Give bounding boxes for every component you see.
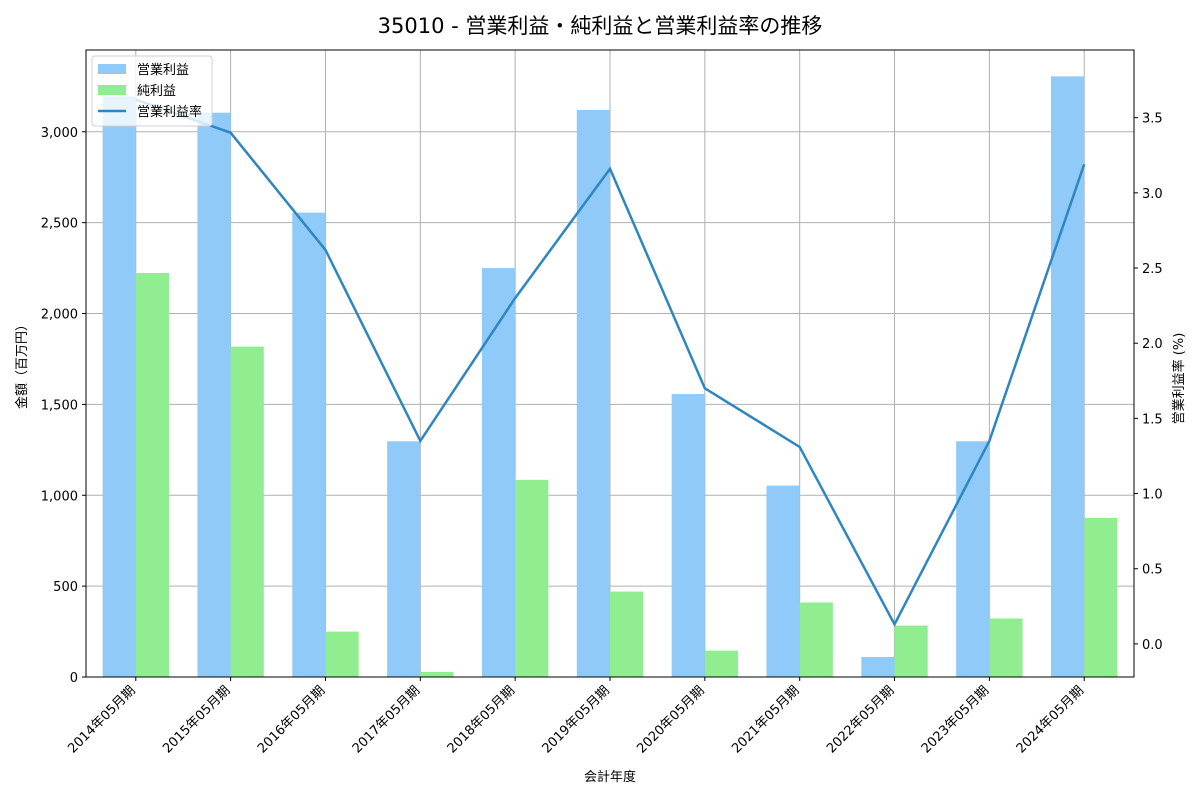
bar-net-profit xyxy=(989,618,1023,677)
bar-operating-profit xyxy=(576,109,610,677)
x-tick-label: 2022年05月期 xyxy=(824,683,897,756)
x-tick-label: 2023年05月期 xyxy=(919,683,992,756)
y-tick-label: 0 xyxy=(70,671,78,686)
bar-operating-profit xyxy=(861,657,895,677)
bar-net-profit xyxy=(610,591,644,677)
x-tick-label: 2019年05月期 xyxy=(540,683,613,756)
line-series xyxy=(135,98,1086,628)
bar-operating-profit xyxy=(1051,76,1085,677)
x-tick-label: 2017年05月期 xyxy=(350,683,423,756)
y-right-axis-label: 営業利益率 (%) xyxy=(1171,333,1187,425)
x-tick-label: 2014年05月期 xyxy=(65,683,138,756)
bar-net-profit xyxy=(420,671,454,677)
x-tick-label: 2018年05月期 xyxy=(445,683,518,756)
bar-operating-profit xyxy=(197,112,231,677)
y-right-tick-label: 0.5 xyxy=(1142,563,1163,578)
bar-operating-profit xyxy=(766,485,800,677)
bar-net-profit xyxy=(1084,517,1118,677)
bar-net-profit xyxy=(515,479,549,677)
x-tick-label: 2016年05月期 xyxy=(255,683,328,756)
legend-label-operating-profit: 営業利益 xyxy=(137,62,189,78)
x-tick-label: 2015年05月期 xyxy=(160,683,233,756)
bar-operating-profit xyxy=(387,441,421,677)
y-right-tick-label: 3.5 xyxy=(1142,112,1163,127)
legend-label-operating-margin: 営業利益率 xyxy=(137,104,202,120)
y-right-tick-label: 2.5 xyxy=(1142,262,1163,277)
y-right-tick-label: 3.0 xyxy=(1142,187,1163,202)
bar-operating-profit xyxy=(292,212,326,677)
legend-swatch-net-profit xyxy=(98,85,126,95)
x-axis-label: 会計年度 xyxy=(584,769,636,785)
y-tick-label: 2,500 xyxy=(41,217,78,232)
y-right-tick-label: 1.0 xyxy=(1142,488,1163,503)
bar-net-profit xyxy=(894,625,928,677)
bar-net-profit xyxy=(135,272,169,677)
x-tick-label: 2024年05月期 xyxy=(1014,683,1087,756)
bar-operating-profit xyxy=(102,96,136,677)
legend-swatch-operating-profit xyxy=(98,64,126,74)
x-tick-label: 2020年05月期 xyxy=(634,683,707,756)
legend-label-net-profit: 純利益 xyxy=(137,84,176,99)
y-right-tick-label: 2.0 xyxy=(1142,337,1163,352)
bar-operating-profit xyxy=(956,441,990,677)
bar-net-profit xyxy=(325,631,359,677)
y-right-tick-label: 1.5 xyxy=(1142,412,1163,427)
y-tick-label: 1,500 xyxy=(41,398,78,413)
bar-net-profit xyxy=(230,346,264,677)
x-tick-label: 2021年05月期 xyxy=(729,683,802,756)
y-axis-label: 金額（百万円） xyxy=(14,318,30,409)
bar-operating-profit xyxy=(671,394,705,677)
line-operating-margin xyxy=(135,98,1086,628)
y-tick-label: 500 xyxy=(53,580,78,595)
chart-title: 35010 - 営業利益・純利益と営業利益率の推移 xyxy=(377,14,823,38)
y-tick-label: 2,000 xyxy=(41,308,78,323)
bar-series xyxy=(102,76,1118,677)
y-tick-label: 1,000 xyxy=(41,489,78,504)
y-tick-label: 3,000 xyxy=(41,126,78,141)
bar-net-profit xyxy=(799,602,833,677)
y-right-tick-label: 0.0 xyxy=(1142,638,1163,653)
bar-operating-profit xyxy=(481,268,516,677)
bar-net-profit xyxy=(704,650,739,677)
